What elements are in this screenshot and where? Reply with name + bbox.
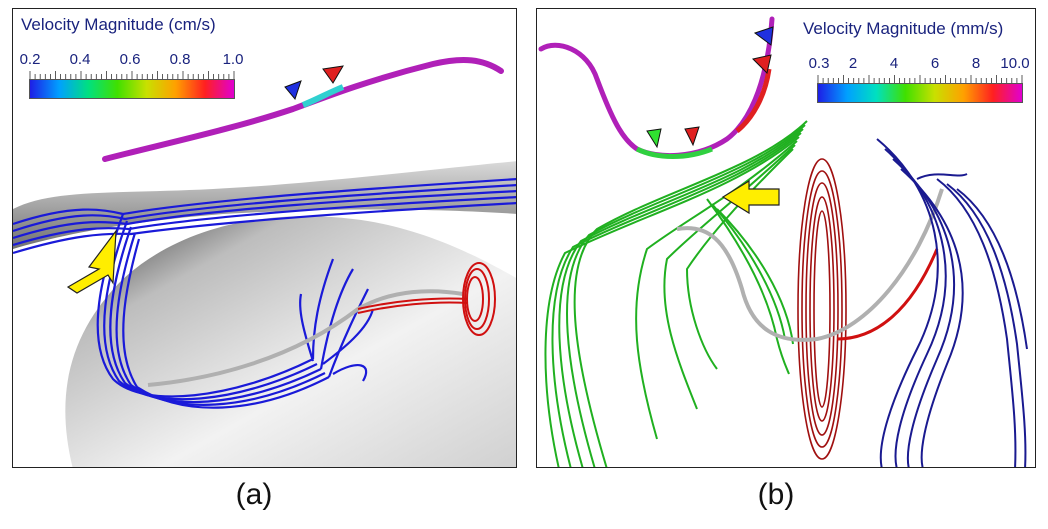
colorbar-tick: 0.3 [809, 55, 830, 72]
colorbar-tick: 10.0 [1000, 55, 1029, 72]
legend-title: Velocity Magnitude (mm/s) [803, 19, 1003, 39]
vessel-surface [65, 216, 517, 468]
legend-title: Velocity Magnitude (cm/s) [21, 15, 216, 35]
colorbar-tick: 0.2 [20, 51, 41, 68]
caption-b: (b) [758, 478, 795, 512]
blue-marker [755, 27, 773, 45]
blue-marker [285, 81, 301, 99]
colorbar [817, 83, 1023, 103]
panel-b: Velocity Magnitude (mm/s) 0.3 2 4 6 8 10… [536, 8, 1036, 468]
colorbar-tick: 6 [931, 55, 939, 72]
colorbar-tick: 0.6 [120, 51, 141, 68]
colorbar-tick: 4 [890, 55, 898, 72]
colorbar-tick: 0.8 [170, 51, 191, 68]
colorbar [29, 79, 235, 99]
colorbar-tick: 1.0 [223, 51, 244, 68]
red-marker [323, 66, 343, 83]
colorbar-minor-ticks [817, 75, 1025, 83]
green-marker [647, 129, 661, 147]
colorbar-tick: 2 [849, 55, 857, 72]
colorbar-minor-ticks [29, 71, 237, 79]
colorbar-tick: 0.4 [70, 51, 91, 68]
panel-a: Velocity Magnitude (cm/s) 0.2 0.4 0.6 0.… [12, 8, 517, 468]
blue-streamlines [877, 139, 1027, 468]
red-marker-lower [685, 127, 699, 145]
caption-a: (a) [236, 478, 273, 512]
colorbar-tick: 8 [972, 55, 980, 72]
green-streamlines [545, 121, 807, 468]
red-streamlines [798, 159, 846, 459]
